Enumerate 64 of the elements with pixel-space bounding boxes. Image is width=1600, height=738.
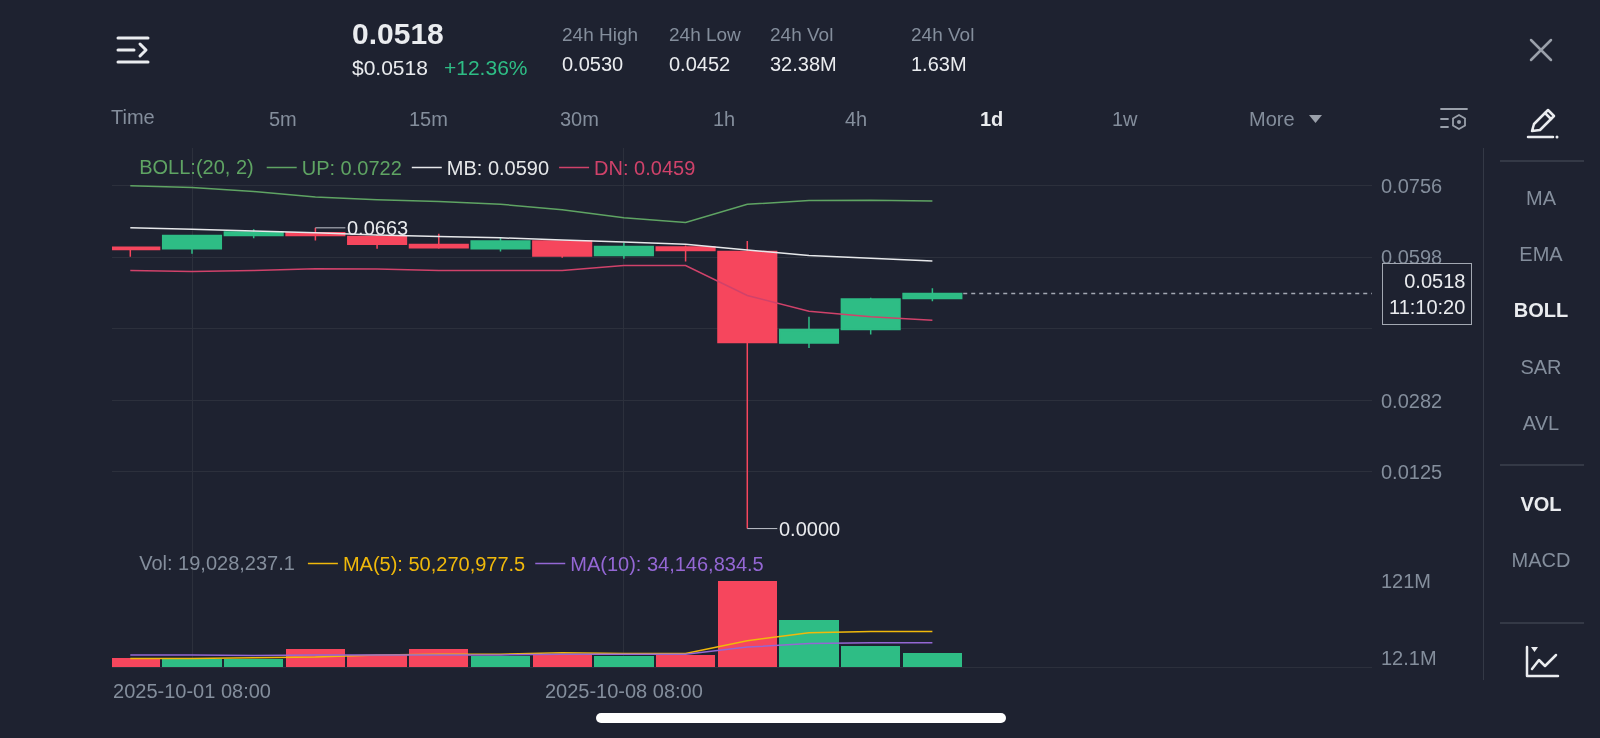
bar bbox=[717, 580, 777, 667]
legend-title: Vol: 19,028,237.1 bbox=[139, 552, 295, 574]
candlestick bbox=[470, 236, 531, 253]
candlestick bbox=[408, 232, 469, 250]
candlestick bbox=[717, 240, 778, 530]
text: +12.36% bbox=[444, 55, 528, 79]
candlestick bbox=[532, 239, 593, 259]
line-series bbox=[129, 642, 934, 657]
x-tick-label: 2025-10-08 08:00 bbox=[544, 680, 703, 702]
text: 24h Low bbox=[669, 23, 741, 45]
bar bbox=[470, 656, 531, 667]
text: 30m bbox=[560, 108, 599, 130]
text: 4h bbox=[845, 108, 868, 130]
legend-label: UP: 0.0722 bbox=[301, 157, 402, 180]
candlestick bbox=[593, 242, 654, 260]
text: Time bbox=[111, 106, 155, 128]
text: 0.0452 bbox=[669, 53, 731, 75]
text: 32.38M bbox=[770, 53, 837, 75]
bar bbox=[779, 620, 839, 667]
text: 24h Vol bbox=[911, 23, 975, 45]
bar bbox=[347, 654, 407, 667]
y-tick-label: 0.0756 bbox=[1381, 174, 1443, 197]
y-tick-label: 121M bbox=[1381, 569, 1432, 592]
candlestick bbox=[778, 315, 840, 349]
text: VOL bbox=[1520, 493, 1562, 515]
text: 1.63M bbox=[911, 53, 967, 75]
legend-label: DN: 0.0459 bbox=[594, 157, 696, 180]
bar bbox=[594, 656, 654, 667]
text: 24h High bbox=[562, 23, 639, 45]
text: 0.0518 bbox=[352, 17, 444, 50]
text: 5m bbox=[269, 108, 297, 130]
bar bbox=[841, 646, 901, 667]
bar bbox=[902, 653, 963, 667]
text: 0.0530 bbox=[562, 53, 624, 75]
x-tick-label: 2025-10-01 08:00 bbox=[113, 680, 271, 702]
text: 1w bbox=[1112, 108, 1138, 130]
text: BOLL bbox=[1513, 299, 1569, 321]
y-tick-label: 0.0125 bbox=[1381, 460, 1443, 483]
legend-label: MA(5): 50,270,977.5 bbox=[342, 553, 526, 576]
legend-label: MA(10): 34,146,834.5 bbox=[570, 553, 764, 576]
text: EMA bbox=[1519, 243, 1563, 265]
text: MACD bbox=[1511, 549, 1571, 571]
line-series bbox=[129, 264, 934, 322]
bar bbox=[655, 654, 716, 667]
y-tick-label: 12.1M bbox=[1381, 647, 1437, 670]
y-tick-label: 0.0282 bbox=[1381, 389, 1443, 412]
ref-line-label: 0.0518 11:10:20 bbox=[1389, 270, 1466, 318]
text: 1d bbox=[980, 108, 1004, 130]
text: MA bbox=[1526, 187, 1556, 209]
legend-label: MB: 0.0590 bbox=[446, 157, 550, 180]
bar bbox=[224, 659, 284, 667]
candlestick bbox=[347, 233, 408, 250]
text: AVL bbox=[1522, 412, 1560, 434]
text: $0.0518 bbox=[352, 55, 428, 79]
legend-title: BOLL:(20, 2) bbox=[139, 156, 254, 178]
text: 15m bbox=[409, 108, 448, 130]
text: 24h Vol bbox=[770, 23, 834, 45]
text: 1h bbox=[713, 108, 736, 130]
annotation: 0.0663 bbox=[347, 217, 409, 239]
annotation: 0.0000 bbox=[779, 518, 841, 540]
candlestick bbox=[161, 234, 223, 255]
bar bbox=[532, 654, 592, 667]
text: More bbox=[1249, 108, 1295, 130]
text: SAR bbox=[1520, 356, 1562, 378]
